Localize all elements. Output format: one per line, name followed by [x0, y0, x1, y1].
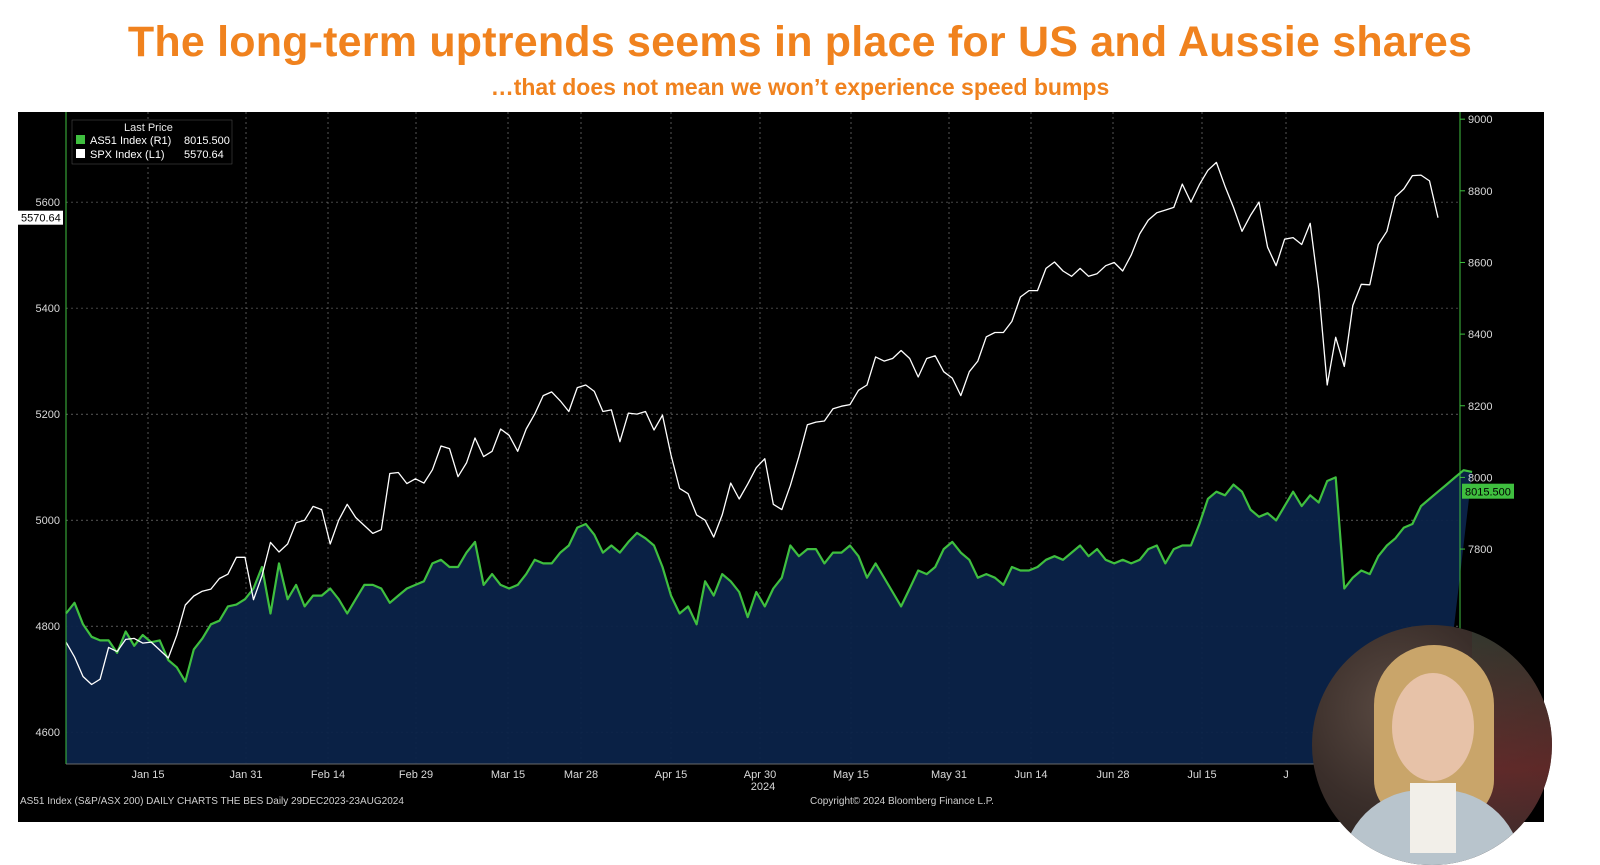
x-tick-label: Jun 28 [1096, 769, 1129, 781]
x-tick-label: Apr 30 [744, 769, 776, 781]
legend: Last Price AS51 Index (R1) 8015.500 SPX … [71, 119, 233, 165]
x-tick-label: Feb 29 [399, 769, 433, 781]
y-left-tick-label: 5600 [36, 197, 60, 209]
y-right-tick-label: 9000 [1468, 114, 1492, 126]
chart-footer-right: Copyright© 2024 Bloomberg Finance L.P. [810, 796, 994, 807]
legend-swatch-as51 [76, 135, 85, 144]
x-year-label: 2024 [751, 781, 775, 793]
presenter-webcam [1312, 625, 1552, 865]
as51-area [66, 470, 1473, 764]
y-right-tick-label: 7800 [1468, 544, 1492, 556]
legend-header: Last Price [124, 122, 173, 134]
x-tick-label: Feb 14 [311, 769, 345, 781]
x-tick-label: May 15 [833, 769, 869, 781]
y-left-tick-label: 4800 [36, 621, 60, 633]
x-tick-label: Mar 28 [564, 769, 598, 781]
chart-footer-left: AS51 Index (S&P/ASX 200) DAILY CHARTS TH… [20, 796, 404, 807]
legend-label-spx: SPX Index (L1) [90, 149, 165, 161]
spx-last-value-tag: 5570.64 [18, 210, 63, 225]
as51-series-layer [65, 469, 1473, 764]
x-tick-label: J [1283, 769, 1289, 781]
spx-series-layer [65, 161, 1439, 686]
x-tick-label: Jun 14 [1014, 769, 1047, 781]
x-tick-label: Jul 15 [1187, 769, 1216, 781]
spx-line [65, 161, 1439, 686]
axes: 4600 4800 5000 5200 5400 5600 7800 8000 8200 8400… [36, 112, 1492, 781]
slide-title: The long-term uptrends seems in place fo… [127, 18, 1473, 66]
y-right-tick-label: 8600 [1468, 257, 1492, 269]
x-tick-label: Jan 31 [229, 769, 262, 781]
x-tick-label: Mar 15 [491, 769, 525, 781]
y-left-tick-label: 5200 [36, 409, 60, 421]
as51-line [65, 469, 1473, 683]
legend-label-as51: AS51 Index (R1) [90, 135, 171, 147]
y-left-tick-label: 5400 [36, 303, 60, 315]
legend-value-spx: 5570.64 [184, 149, 224, 161]
as51-last-value: 8015.500 [1465, 487, 1511, 499]
y-right-tick-label: 8200 [1468, 401, 1492, 413]
y-right-tick-label: 8400 [1468, 329, 1492, 341]
spx-last-value: 5570.64 [21, 213, 61, 225]
x-tick-label: Jan 15 [131, 769, 164, 781]
line-chart: 4600 4800 5000 5200 5400 5600 7800 8000 8200 8400… [18, 112, 1514, 807]
x-tick-label: Apr 15 [655, 769, 687, 781]
as51-last-value-tag: 8015.500 [1462, 483, 1514, 499]
y-left-tick-label: 5000 [36, 515, 60, 527]
legend-value-as51: 8015.500 [184, 135, 230, 147]
y-right-tick-label: 8800 [1468, 186, 1492, 198]
bloomberg-chart-panel: 4600 4800 5000 5200 5400 5600 7800 8000 8200 8400… [18, 112, 1544, 822]
y-right-tick-label: 8000 [1468, 472, 1492, 484]
legend-swatch-spx [76, 149, 85, 158]
y-left-tick-label: 4600 [36, 727, 60, 739]
slide-subtitle: …that does not mean we won’t experience … [490, 74, 1110, 100]
x-tick-label: May 31 [931, 769, 967, 781]
